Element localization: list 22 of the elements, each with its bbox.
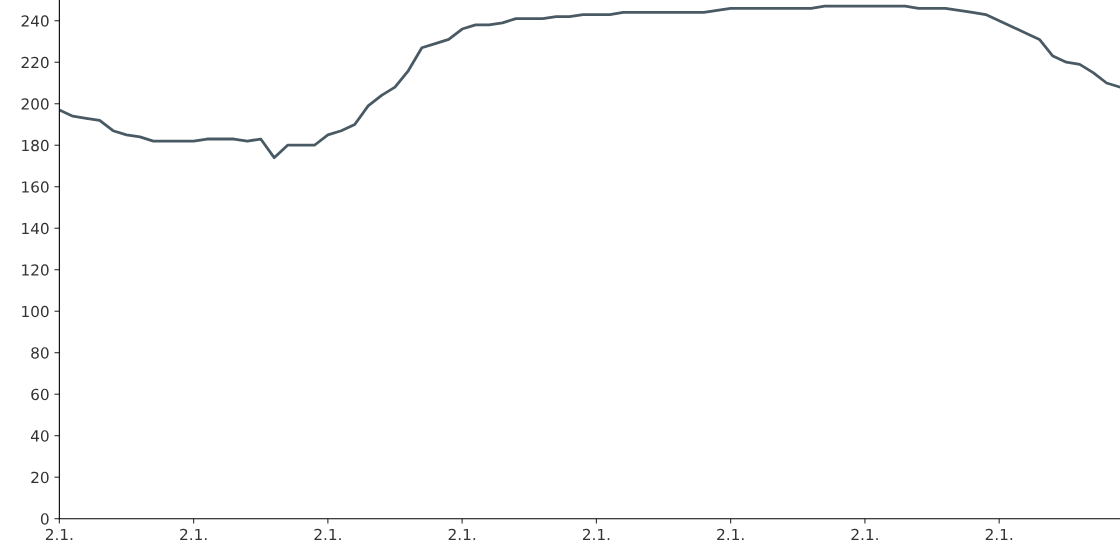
y-tick-label: 0 <box>40 513 49 525</box>
y-tick-label: 140 <box>22 222 49 235</box>
line-series <box>59 4 1120 160</box>
x-tick-label: 2.1. <box>985 528 1013 541</box>
y-tick-label: 200 <box>21 98 49 110</box>
y-tick-label: 220 <box>21 56 49 69</box>
x-tick-label: 2.1. <box>45 528 73 541</box>
y-tick-label: 100 <box>22 305 49 318</box>
y-tick-label: 80 <box>31 347 49 359</box>
x-tick-label: 2.1. <box>180 528 207 541</box>
y-tick-label: 120 <box>22 264 49 276</box>
x-tick-label: 2.1. <box>582 528 610 541</box>
y-tick-label: 160 <box>22 181 49 193</box>
y-tick-label: 180 <box>22 139 49 152</box>
x-tick-label: 2.1. <box>851 528 878 541</box>
x-tick-label: 2.1. <box>717 528 744 541</box>
x-tick-label: 2.1. <box>448 528 476 541</box>
y-tick-label: 240 <box>21 15 49 27</box>
y-tick-label: 60 <box>31 388 49 401</box>
y-tick-label: 20 <box>31 471 49 484</box>
y-tick-label: 40 <box>30 430 49 442</box>
x-tick-label: 2.1. <box>314 528 341 541</box>
